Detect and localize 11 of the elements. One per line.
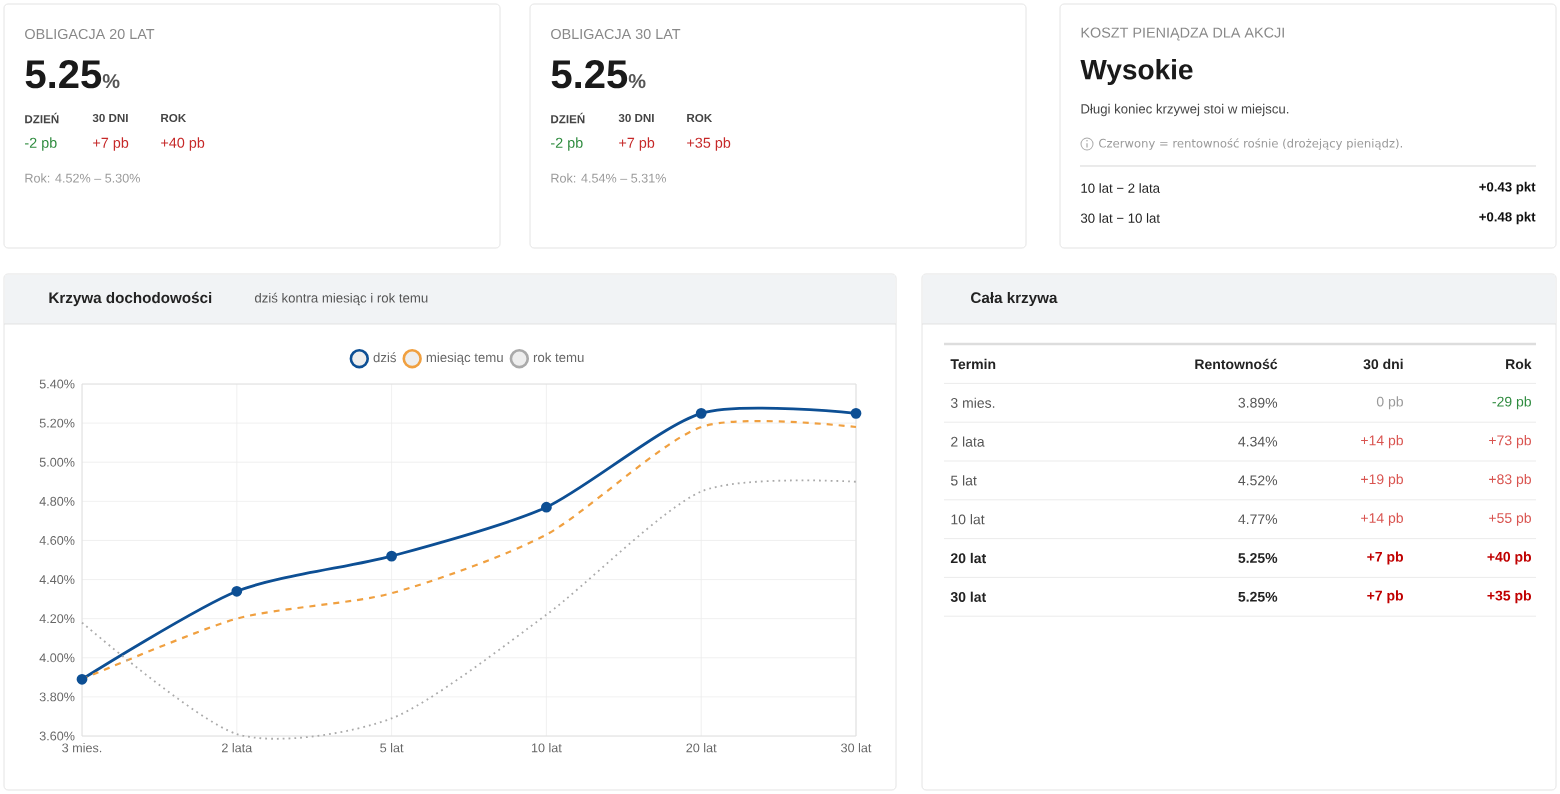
point	[76, 673, 88, 685]
text: %	[102, 74, 120, 89]
text: %	[628, 74, 646, 89]
text: 5.25	[551, 60, 628, 89]
point	[850, 407, 862, 419]
text: Wysokie	[1080, 58, 1193, 86]
text: 5.25	[25, 60, 102, 89]
point	[386, 550, 397, 562]
point	[695, 407, 707, 419]
point	[231, 585, 243, 597]
point	[541, 501, 552, 513]
